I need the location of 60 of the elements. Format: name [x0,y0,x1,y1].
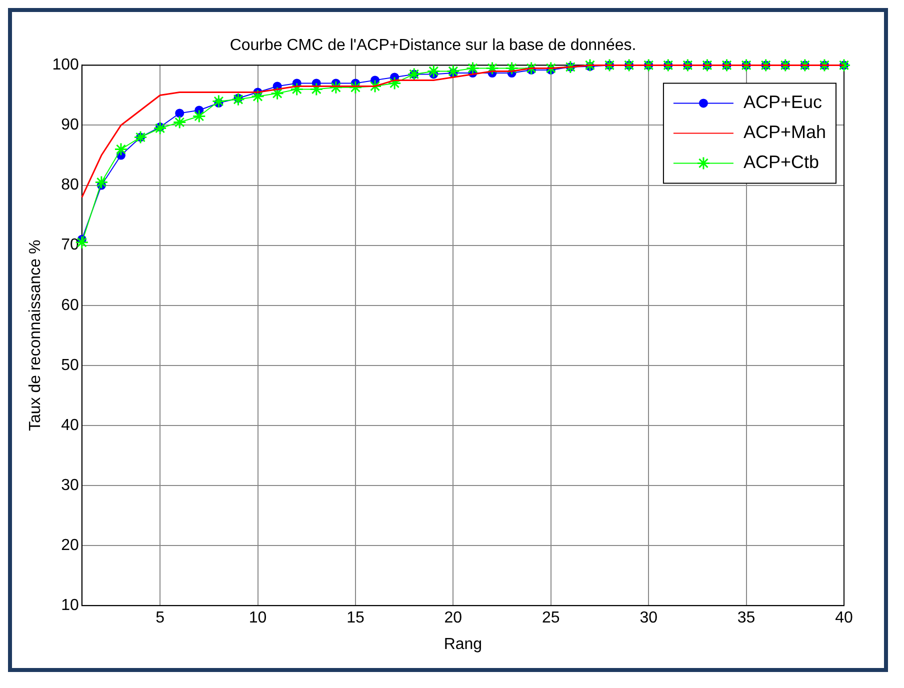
point [524,61,538,75]
y-tick-label: 70 [61,236,79,254]
point [231,92,245,106]
point [114,142,128,156]
point [602,58,616,72]
point [446,64,460,78]
point [310,82,324,96]
y-tick-label: 30 [61,476,79,494]
point [818,58,832,72]
point [94,176,108,190]
point [778,58,792,72]
y-tick-label: 40 [61,416,79,434]
point [251,90,265,104]
x-tick-label: 10 [248,610,267,627]
chart-title: Courbe CMC de l'ACP+Distance sur la base de données. [230,37,636,54]
point [798,58,812,72]
point [505,61,519,75]
point [680,58,694,72]
point [642,58,656,72]
point [368,79,382,93]
point [661,58,675,72]
point [407,67,421,81]
point [564,60,578,74]
y-tick-label: 100 [52,56,79,74]
y-tick-label: 60 [61,296,79,314]
point [544,61,558,75]
y-tick-label: 80 [61,176,79,194]
legend-label: ACP+Mah [743,122,826,142]
point [486,61,500,75]
point [329,80,343,94]
point [192,109,206,123]
point [837,58,851,72]
y-tick-label: 90 [61,116,79,134]
point [290,82,304,96]
x-tick-label: 20 [444,610,462,627]
legend-label: ACP+Ctb [743,152,820,172]
x-tick-label: 30 [640,610,658,627]
point [212,94,226,108]
point [622,58,636,72]
point [426,64,440,78]
point [153,121,167,135]
point [175,108,184,118]
point [270,86,284,100]
y-axis-title: Taux de reconnaissance % [27,240,44,432]
x-tick-label: 15 [346,610,364,627]
point [466,61,480,75]
point [759,58,773,72]
x-tick-label: 5 [156,610,165,627]
y-tick-label: 50 [61,356,79,374]
y-tick-label: 10 [61,597,79,614]
x-tick-label: 35 [737,610,756,627]
x-tick-label: 25 [542,610,560,627]
point [348,80,362,94]
point [388,76,402,90]
point [172,115,186,129]
point [583,58,597,72]
legend-label: ACP+Euc [743,92,822,112]
y-tick-label: 20 [61,536,79,554]
point [134,130,148,144]
x-tick-label: 40 [835,610,853,627]
